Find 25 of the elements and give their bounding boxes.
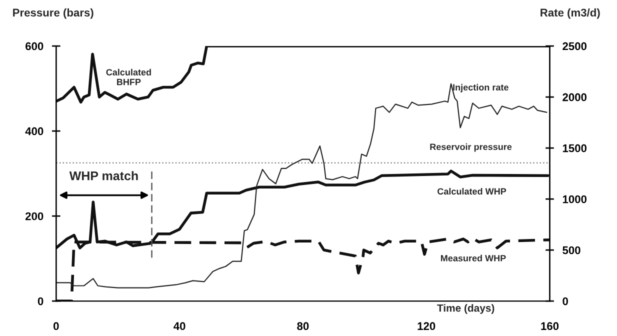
y2-tick-label: 2500 [562,42,587,50]
y2-tick-label: 2000 [562,93,587,102]
y2-tick-label: 0 [562,297,568,306]
y-axis-title: Pressure (bars) [13,8,94,19]
y2-tick-label: 1000 [562,195,587,204]
annotation: Measured WHP [440,254,506,262]
x-axis-title: Time (days) [437,304,494,314]
x-tick-label: 120 [418,322,436,330]
y-tick-label: 600 [26,42,44,50]
ref-line-label: Reservoir pressure [430,143,512,152]
ref-line-label: WHP match [69,171,138,180]
x-tick-label: 0 [53,322,59,330]
x-tick-label: 40 [174,322,186,330]
y-tick-label: 200 [25,212,44,220]
y2-axis-title: Rate (m3/d) [540,8,600,19]
annotation: Calculated BHFP [106,68,151,86]
annotation: Calculated WHP [438,188,506,195]
y2-tick-label: 1500 [562,144,587,152]
y-tick-label: 0 [38,297,44,306]
annotation: Injection rate [453,84,508,92]
x-tick-label: 80 [297,322,309,330]
x-tick-label: 160 [541,322,559,330]
y2-tick-label: 500 [562,246,580,254]
line-series [56,46,550,104]
y-tick-label: 400 [25,127,44,136]
